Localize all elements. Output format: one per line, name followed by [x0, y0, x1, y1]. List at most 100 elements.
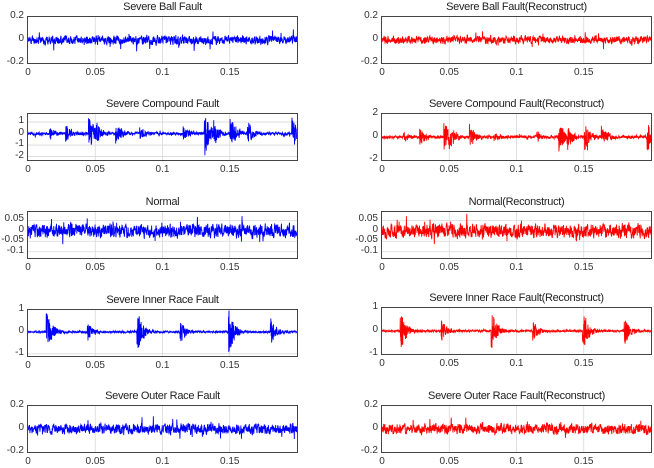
waveform-plot: [28, 114, 297, 160]
waveform-plot: [382, 114, 651, 160]
y-tick-label: -0.2: [6, 56, 24, 67]
y-tick-label: 0: [372, 130, 378, 141]
y-tick-label: 0: [18, 422, 24, 433]
y-tick-label: 0: [18, 223, 24, 235]
x-tick-label: 0.1: [155, 67, 170, 78]
plot-title: Severe Compound Fault(Reconstruct): [428, 98, 605, 110]
x-tick-label: 0.05: [439, 456, 459, 467]
x-tick-label: 0: [379, 164, 385, 175]
x-tick-label: 0.15: [574, 164, 594, 175]
plot-axes: [27, 405, 298, 453]
y-tick-label: -2: [369, 153, 378, 164]
plot-title: Severe Compound Fault: [106, 98, 219, 110]
y-tick-label: 0: [18, 126, 24, 138]
plot-title: Severe Inner Race Fault: [106, 294, 219, 306]
x-tick-label: 0.1: [509, 262, 524, 273]
x-tick-label: 0.05: [85, 164, 105, 175]
x-tick-label: 0.05: [439, 164, 459, 175]
plot-title: Severe Outer Race Fault: [105, 390, 220, 402]
x-tick-label: 0.15: [220, 456, 240, 467]
x-tick-label: 0: [25, 360, 31, 371]
y-tick-label: -0.1: [360, 244, 378, 256]
plot-axes: [381, 307, 652, 355]
x-tick-label: 0: [25, 262, 31, 273]
waveform-plot: [382, 17, 651, 63]
plot-title: Normal(Reconstruct): [468, 196, 565, 208]
x-tick-label: 0: [379, 358, 385, 369]
x-tick-label: 0.1: [509, 456, 524, 467]
plot-title: Severe Ball Fault(Reconstruct): [446, 1, 587, 13]
y-tick-label: -0.05: [355, 234, 378, 246]
x-tick-label: 0: [379, 456, 385, 467]
y-tick-label: 0.05: [4, 213, 24, 225]
y-tick-label: 2: [372, 107, 378, 118]
y-tick-label: -0.1: [6, 244, 24, 256]
x-tick-label: 0.1: [155, 360, 170, 371]
x-tick-label: 0.05: [85, 67, 105, 78]
y-tick-label: 0: [372, 223, 378, 235]
y-tick-label: 0.2: [10, 10, 24, 21]
plot-axes: [381, 405, 652, 453]
x-tick-label: 0.15: [220, 164, 240, 175]
waveform-plot: [28, 17, 297, 63]
x-tick-label: 0.1: [509, 67, 524, 78]
y-tick-label: 0.05: [358, 213, 378, 225]
plot-axes: [27, 113, 298, 161]
y-tick-label: -1: [15, 346, 24, 358]
waveform-plot: [382, 406, 651, 452]
x-tick-label: 0.05: [85, 456, 105, 467]
x-tick-label: 0: [25, 164, 31, 175]
y-tick-label: 0.2: [364, 10, 378, 21]
x-tick-label: 0.1: [155, 262, 170, 273]
x-tick-label: 0.15: [574, 67, 594, 78]
y-tick-label: 0.2: [10, 399, 24, 410]
y-tick-label: 1: [18, 303, 24, 314]
x-tick-label: 0: [379, 262, 385, 273]
waveform-plot: [382, 212, 651, 258]
x-tick-label: 0: [25, 456, 31, 467]
y-tick-label: -0.2: [360, 445, 378, 456]
x-tick-label: 0.1: [509, 164, 524, 175]
plot-axes: [27, 309, 298, 357]
x-tick-label: 0.15: [220, 360, 240, 371]
x-tick-label: 0.05: [439, 67, 459, 78]
waveform-plot: [28, 212, 297, 258]
plot-axes: [381, 211, 652, 259]
y-tick-label: 1: [372, 301, 378, 312]
x-tick-label: 0.05: [439, 262, 459, 273]
x-tick-label: 0.15: [574, 262, 594, 273]
x-tick-label: 0.15: [220, 67, 240, 78]
plot-title: Normal: [145, 196, 180, 208]
plot-axes: [381, 16, 652, 64]
x-tick-label: 0: [379, 67, 385, 78]
x-tick-label: 0.15: [220, 262, 240, 273]
x-tick-label: 0.15: [574, 456, 594, 467]
x-tick-label: 0.05: [85, 360, 105, 371]
x-tick-label: 0.05: [85, 262, 105, 273]
plot-title: Severe Ball Fault: [123, 1, 202, 13]
y-tick-label: -1: [369, 347, 378, 358]
y-tick-label: 0: [372, 422, 378, 433]
plot-title: Severe Inner Race Fault(Reconstruct): [429, 292, 604, 304]
waveform-plot: [28, 310, 297, 356]
waveform-plot: [382, 308, 651, 354]
y-tick-label: 1: [18, 115, 24, 127]
y-tick-label: -0.2: [6, 445, 24, 456]
y-tick-label: -1: [15, 138, 24, 150]
plot-axes: [381, 113, 652, 161]
plot-title: Severe Outer Race Fault(Reconstruct): [428, 390, 605, 402]
y-tick-label: 0.2: [364, 399, 378, 410]
x-tick-label: 0.15: [574, 358, 594, 369]
y-tick-label: 0: [18, 33, 24, 44]
x-tick-label: 0: [25, 67, 31, 78]
y-tick-label: -0.2: [360, 56, 378, 67]
y-tick-label: 0: [18, 324, 24, 336]
y-tick-label: -0.05: [1, 234, 24, 246]
y-tick-label: -2: [15, 149, 24, 161]
x-tick-label: 0.05: [439, 358, 459, 369]
waveform-plot: [28, 406, 297, 452]
plot-axes: [27, 211, 298, 259]
y-tick-label: 0: [372, 324, 378, 335]
plot-axes: [27, 16, 298, 64]
x-tick-label: 0.1: [509, 358, 524, 369]
